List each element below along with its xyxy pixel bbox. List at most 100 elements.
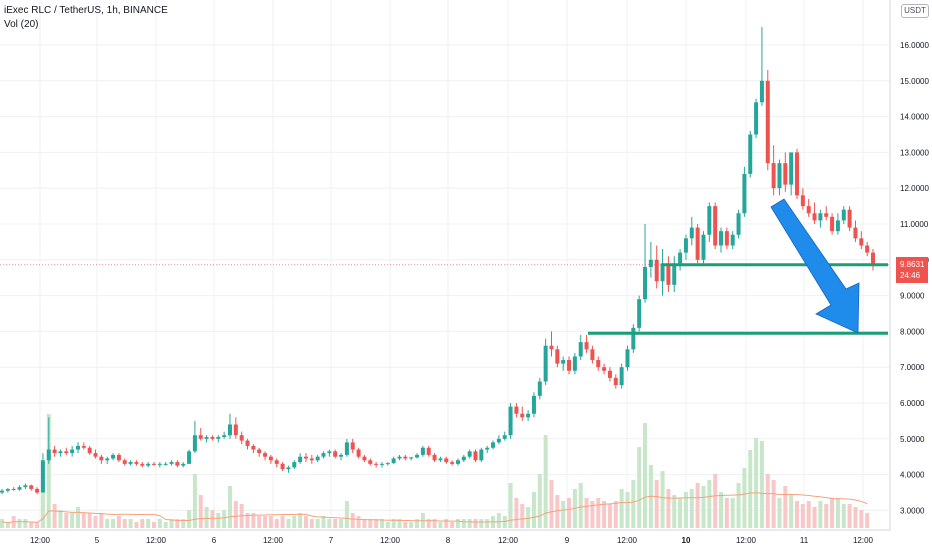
volume-bar bbox=[742, 468, 747, 528]
volume-bar bbox=[397, 519, 402, 528]
volume-bar bbox=[187, 510, 192, 528]
candle-body bbox=[274, 460, 279, 464]
volume-bar bbox=[298, 513, 303, 528]
chart-legend: iExec RLC / TetherUS, 1h, BINANCE Vol (2… bbox=[4, 4, 168, 32]
volume-bar bbox=[87, 513, 92, 528]
candle-body bbox=[643, 266, 648, 300]
volume-bar bbox=[274, 519, 279, 528]
candle-body bbox=[531, 395, 536, 414]
volume-bar bbox=[461, 519, 466, 528]
candle-body bbox=[777, 163, 782, 189]
candle-body bbox=[742, 173, 747, 214]
candle-body bbox=[584, 342, 589, 350]
volume-bar bbox=[555, 495, 560, 528]
candle-body bbox=[637, 299, 642, 328]
candle-body bbox=[111, 454, 116, 459]
candle-body bbox=[379, 463, 384, 465]
candle-body bbox=[385, 463, 390, 465]
candle-body bbox=[17, 487, 22, 490]
time-tick-label: 7 bbox=[329, 536, 334, 545]
candle-body bbox=[409, 457, 414, 459]
candle-body bbox=[789, 152, 794, 185]
time-tick-label: 12:00 bbox=[30, 536, 51, 545]
candle-body bbox=[502, 435, 507, 439]
candle-body bbox=[251, 445, 256, 450]
volume-bar bbox=[701, 486, 706, 528]
volume-bar bbox=[607, 504, 612, 528]
candle-body bbox=[210, 437, 215, 439]
candle-body bbox=[216, 437, 221, 439]
candle-body bbox=[596, 360, 601, 368]
volume-bar bbox=[327, 519, 332, 528]
candle-body bbox=[444, 458, 449, 463]
volume-bar bbox=[736, 483, 741, 528]
candle-body bbox=[771, 163, 776, 189]
candle-body bbox=[87, 447, 92, 454]
volume-bar bbox=[35, 522, 40, 528]
candle-body bbox=[198, 435, 203, 439]
candle-body bbox=[467, 451, 472, 457]
volume-bar bbox=[824, 504, 829, 528]
volume-bar bbox=[438, 522, 443, 528]
volume-bar bbox=[344, 501, 349, 528]
candle-body bbox=[181, 463, 186, 466]
candle-body bbox=[865, 245, 870, 253]
candle-body bbox=[157, 463, 162, 465]
candle-body bbox=[122, 460, 127, 464]
currency-badge[interactable]: USDT bbox=[901, 4, 929, 18]
volume-bar bbox=[198, 495, 203, 528]
price-tick-label: 12.0000 bbox=[900, 184, 929, 193]
volume-bar bbox=[105, 519, 110, 528]
volume-bar bbox=[865, 513, 870, 528]
volume-bar bbox=[17, 519, 22, 528]
volume-bar bbox=[309, 519, 314, 528]
volume-bar bbox=[350, 513, 355, 528]
volume-bar bbox=[0, 519, 4, 528]
time-tick-label: 8 bbox=[446, 536, 451, 545]
candle-body bbox=[479, 449, 484, 461]
time-tick-label: 9 bbox=[565, 536, 570, 545]
time-tick-label: 5 bbox=[95, 536, 100, 545]
volume-bar bbox=[613, 501, 618, 528]
time-tick-label: 6 bbox=[212, 536, 217, 545]
candle-body bbox=[140, 463, 145, 466]
volume-bar bbox=[403, 522, 408, 528]
volume-bar bbox=[479, 519, 484, 528]
candle-body bbox=[350, 442, 355, 450]
volume-bar bbox=[163, 522, 168, 528]
candle-body bbox=[11, 488, 16, 490]
candle-body bbox=[707, 206, 712, 235]
candle-body bbox=[619, 367, 624, 386]
candle-body bbox=[75, 445, 80, 450]
candle-body bbox=[666, 263, 671, 285]
candle-body bbox=[163, 463, 168, 465]
candle-body bbox=[835, 220, 840, 232]
candle-body bbox=[239, 435, 244, 441]
candle-body bbox=[40, 460, 45, 493]
volume-bar bbox=[654, 480, 659, 528]
candle-body bbox=[315, 456, 320, 461]
volume-bar bbox=[46, 414, 51, 528]
candle-body bbox=[549, 345, 554, 350]
candle-body bbox=[806, 206, 811, 214]
candle-body bbox=[321, 453, 326, 457]
time-tick-label: 11 bbox=[800, 536, 809, 545]
candle-body bbox=[93, 453, 98, 457]
volume-bar bbox=[643, 423, 648, 528]
volume-bar bbox=[602, 501, 607, 528]
volume-bar bbox=[689, 489, 694, 528]
candle-body bbox=[227, 424, 232, 436]
volume-bar bbox=[754, 438, 759, 528]
volume-bar bbox=[157, 519, 162, 528]
volume-bar bbox=[58, 510, 63, 528]
volume-bar bbox=[473, 519, 478, 528]
volume-bar bbox=[432, 519, 437, 528]
candle-body bbox=[268, 456, 273, 461]
volume-bar bbox=[631, 480, 636, 528]
volume-bar bbox=[268, 516, 273, 528]
bar-countdown: 24:46 bbox=[900, 271, 921, 280]
candle-body bbox=[683, 238, 688, 253]
candle-body bbox=[29, 485, 34, 489]
candle-body bbox=[759, 80, 764, 103]
